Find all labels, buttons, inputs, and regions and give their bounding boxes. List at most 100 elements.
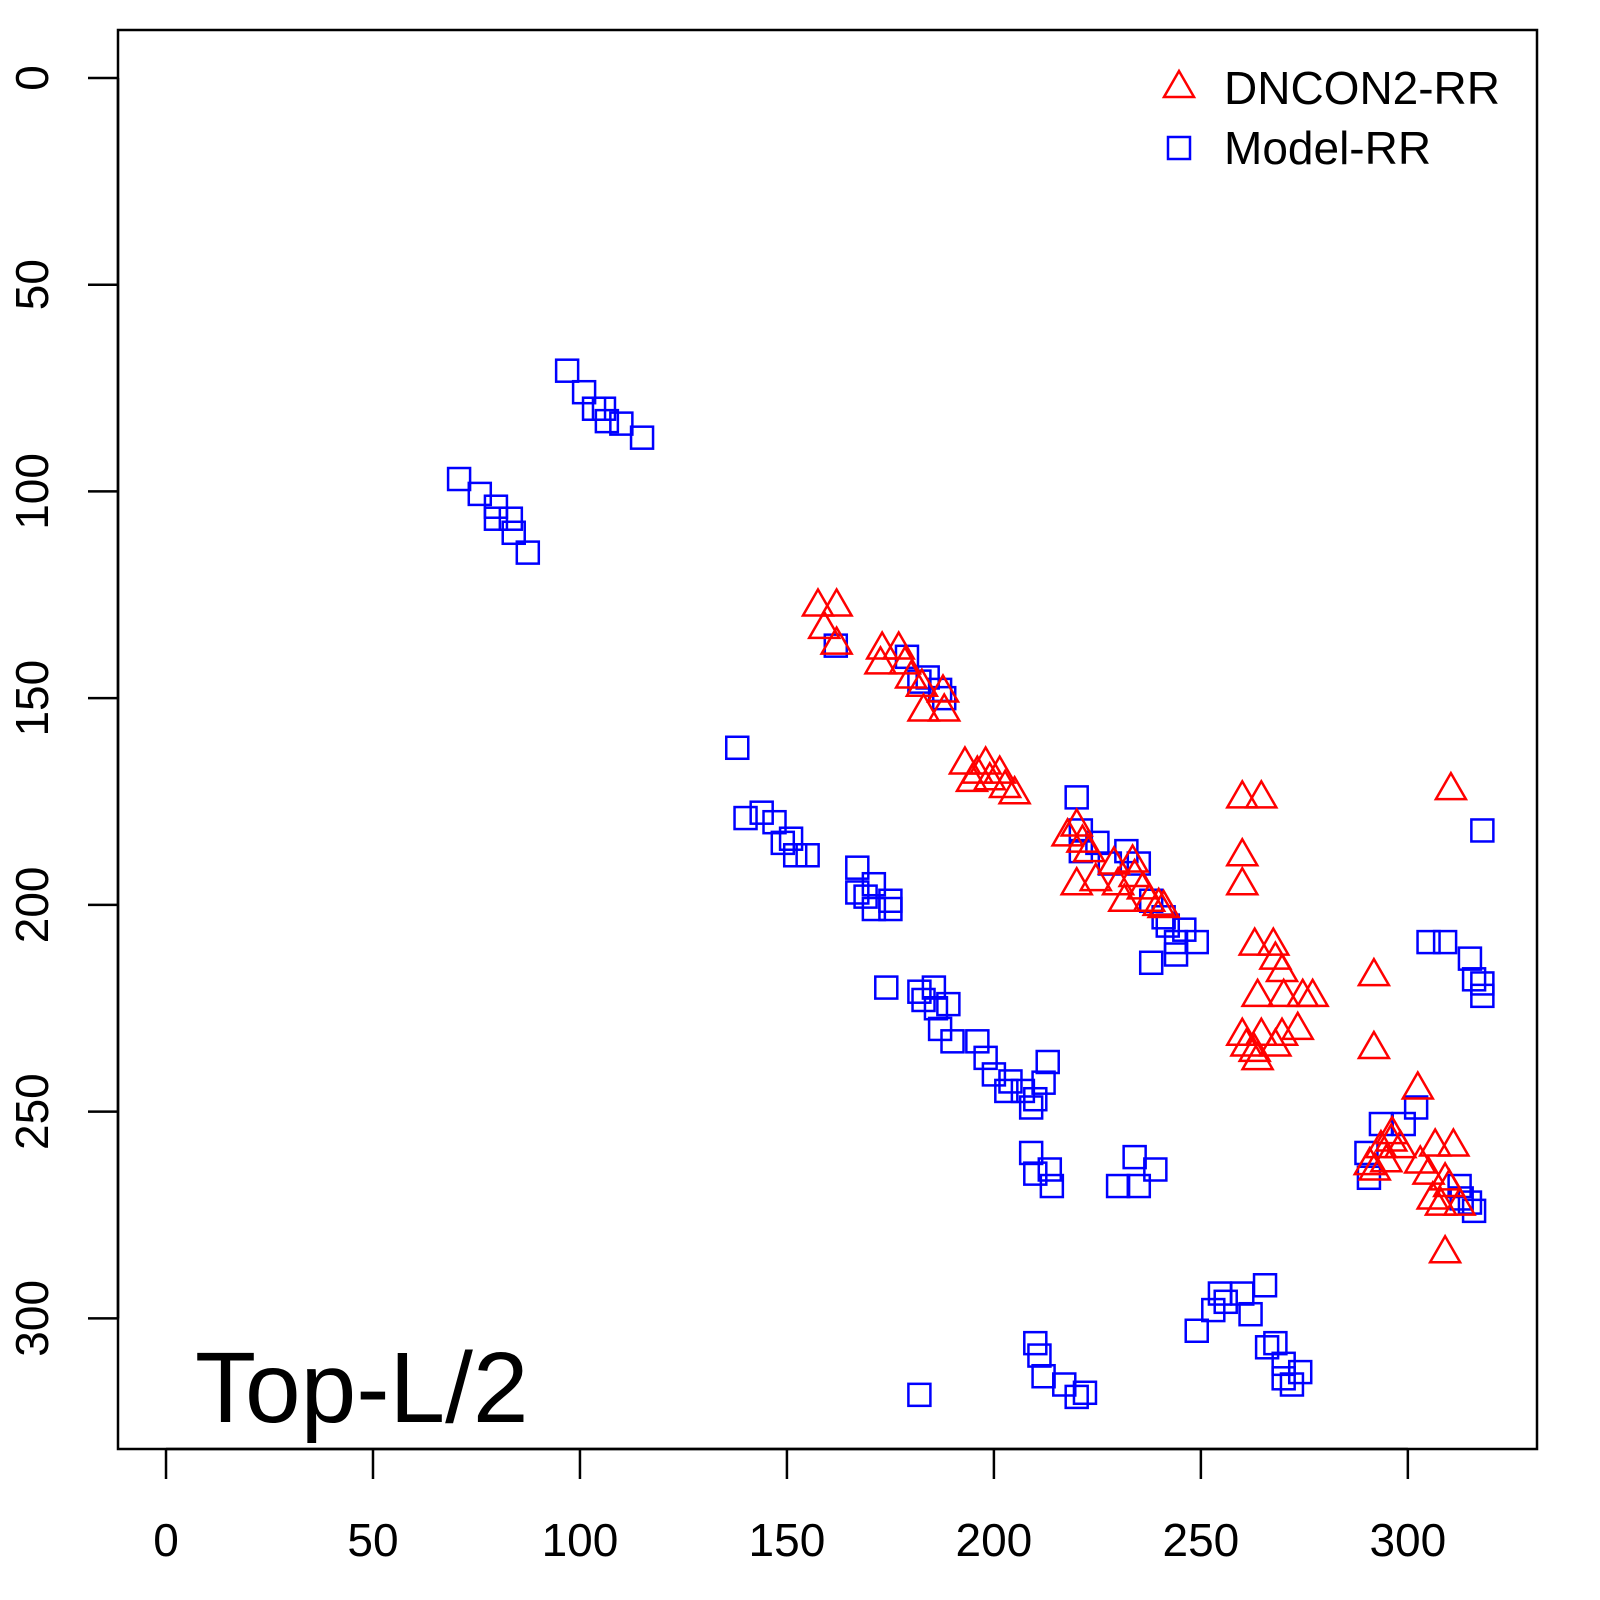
triangle-point xyxy=(982,754,1017,784)
square-point xyxy=(1027,1343,1052,1368)
square-point xyxy=(998,1069,1023,1094)
square-point xyxy=(591,396,617,421)
triangle-point xyxy=(1225,865,1260,896)
square-point xyxy=(1461,967,1487,992)
square-point xyxy=(1172,917,1197,942)
square-point xyxy=(467,481,493,507)
triangle-point xyxy=(1266,977,1301,1008)
square-point xyxy=(1023,1161,1048,1186)
square-point xyxy=(1052,1372,1077,1397)
triangle-point xyxy=(1146,888,1181,919)
square-point xyxy=(609,411,634,436)
square-point xyxy=(878,888,903,913)
square-point xyxy=(1018,1140,1044,1166)
triangle-point xyxy=(819,625,854,655)
triangle-point xyxy=(1100,865,1136,896)
square-point xyxy=(762,809,787,835)
square-point xyxy=(994,1078,1019,1104)
square-point xyxy=(1023,1330,1048,1356)
square-point xyxy=(782,843,808,868)
square-point xyxy=(1271,1351,1296,1377)
triangle-point xyxy=(1117,857,1152,888)
triangle-point xyxy=(987,768,1023,799)
square-point xyxy=(446,466,472,492)
triangle-point xyxy=(1229,1026,1264,1057)
triangle-point xyxy=(1071,832,1107,863)
square-point xyxy=(1356,1165,1382,1191)
square-point xyxy=(907,979,932,1004)
square-point xyxy=(1037,1157,1063,1182)
triangle-point xyxy=(1383,1128,1418,1159)
triangle-point xyxy=(1078,861,1113,892)
legend-triangle-marker xyxy=(1161,68,1197,99)
triangle-point xyxy=(819,587,854,617)
square-point xyxy=(1403,1095,1429,1120)
triangle-point xyxy=(1237,926,1272,956)
square-point xyxy=(501,520,526,546)
square-point xyxy=(845,855,870,880)
square-point xyxy=(1254,1335,1280,1360)
series-dncon2-rr xyxy=(800,587,1477,1264)
square-point xyxy=(1207,1281,1233,1306)
square-point xyxy=(1354,1140,1379,1166)
triangle-point xyxy=(1050,816,1085,847)
triangle-point xyxy=(863,644,898,675)
annotation-top-l2: Top-L/2 xyxy=(195,1332,529,1444)
square-point xyxy=(1031,1363,1056,1389)
square-point xyxy=(878,896,903,922)
triangle-point xyxy=(1131,882,1167,912)
triangle-point xyxy=(1295,977,1330,1008)
triangle-point xyxy=(1258,1026,1293,1057)
triangle-point xyxy=(960,754,995,784)
square-point xyxy=(1432,929,1458,955)
triangle-point xyxy=(1400,1069,1435,1100)
triangle-point xyxy=(1427,1233,1463,1264)
square-point xyxy=(923,996,949,1021)
square-point xyxy=(483,506,509,531)
square-point xyxy=(1010,1078,1036,1104)
square-point xyxy=(1201,1297,1226,1323)
square-point xyxy=(907,1382,932,1408)
triangle-point xyxy=(864,630,900,660)
y-axis: 0 50 100 150 200 250 300 xyxy=(6,65,120,1357)
square-point xyxy=(874,975,899,1000)
triangle-point xyxy=(997,774,1032,805)
triangle-point xyxy=(1418,1127,1453,1157)
square-point xyxy=(770,830,796,856)
y-tick-label: 100 xyxy=(6,453,58,530)
y-tick-label: 250 xyxy=(6,1073,58,1150)
square-point xyxy=(554,358,580,383)
square-point xyxy=(981,1062,1007,1087)
x-tick-label: 50 xyxy=(347,1514,398,1566)
x-tick-label: 250 xyxy=(1163,1514,1240,1566)
square-point xyxy=(1230,1281,1255,1306)
triangle-point xyxy=(925,673,961,703)
x-tick-label: 300 xyxy=(1369,1514,1446,1566)
triangle-point xyxy=(968,744,1003,775)
y-tick-label: 200 xyxy=(6,867,58,944)
square-point xyxy=(965,1029,990,1054)
square-point xyxy=(1470,818,1495,843)
y-tick-label: 300 xyxy=(6,1280,58,1357)
legend-label-dncon2: DNCON2-RR xyxy=(1224,62,1500,114)
square-point xyxy=(1470,971,1495,996)
triangle-point xyxy=(1374,1122,1409,1152)
triangle-point xyxy=(1115,842,1150,873)
square-point xyxy=(853,884,878,909)
square-point xyxy=(1271,1366,1296,1391)
square-point xyxy=(861,896,887,922)
square-point xyxy=(845,880,870,905)
square-point xyxy=(1163,929,1189,955)
square-point xyxy=(795,843,820,868)
square-point xyxy=(1031,1070,1056,1095)
square-point xyxy=(936,991,961,1017)
triangle-point xyxy=(1237,1032,1272,1063)
square-point xyxy=(973,1045,998,1071)
legend-label-model: Model-RR xyxy=(1224,122,1431,174)
square-point xyxy=(861,871,887,897)
triangle-point xyxy=(1225,1016,1260,1046)
square-point xyxy=(911,987,936,1013)
y-tick-label: 0 xyxy=(6,65,58,91)
square-point xyxy=(629,425,655,450)
